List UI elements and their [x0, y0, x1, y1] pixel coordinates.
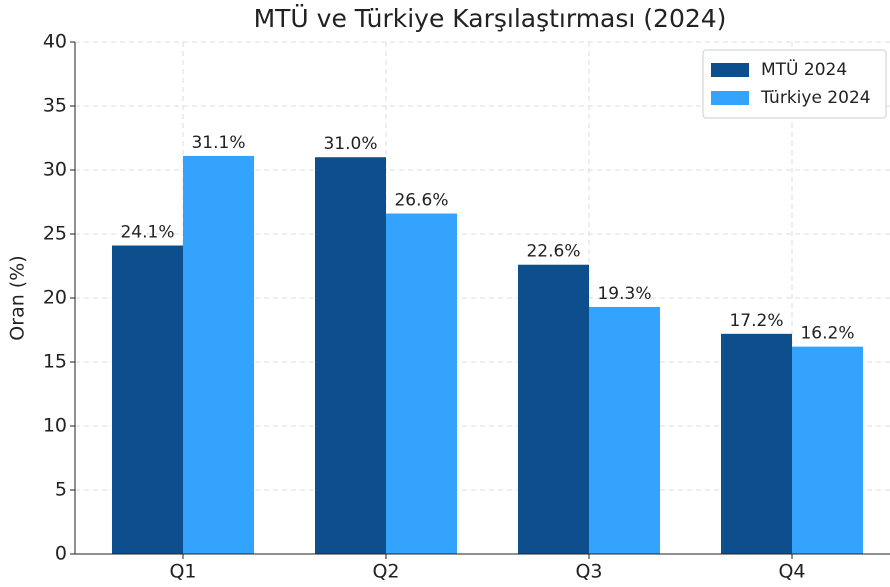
y-tick-label: 10: [43, 415, 67, 437]
bar: [183, 155, 254, 555]
y-axis-label: Oran (%): [7, 255, 29, 340]
bar: [792, 346, 863, 554]
y-tick-label: 30: [43, 159, 67, 181]
bar: [518, 264, 589, 554]
legend-label: MTÜ 2024: [761, 58, 847, 80]
y-tick-label: 20: [43, 287, 67, 309]
legend-swatch: [711, 91, 749, 105]
value-label: 31.1%: [191, 133, 245, 153]
bar: [721, 333, 792, 554]
y-tick-label: 35: [43, 95, 67, 117]
y-tick-label: 0: [55, 543, 67, 565]
value-label: 26.6%: [394, 191, 448, 211]
bar: [589, 306, 660, 554]
chart-title: MTÜ ve Türkiye Karşılaştırması (2024): [254, 4, 727, 33]
x-tick-label: Q2: [372, 561, 399, 583]
y-tick-label: 25: [43, 223, 67, 245]
x-tick-label: Q3: [575, 561, 602, 583]
y-tick-label: 40: [43, 31, 67, 53]
value-label: 24.1%: [120, 223, 174, 243]
y-tick-label: 5: [55, 479, 67, 501]
bar: [315, 157, 386, 554]
bar: [112, 245, 183, 554]
legend-label: Türkiye 2024: [760, 88, 871, 108]
legend-swatch: [711, 63, 749, 77]
x-tick-label: Q4: [778, 561, 805, 583]
value-label: 16.2%: [800, 324, 854, 344]
value-label: 19.3%: [597, 284, 651, 304]
value-label: 17.2%: [729, 311, 783, 331]
value-label: 31.0%: [323, 134, 377, 154]
y-tick-label: 15: [43, 351, 67, 373]
x-tick-label: Q1: [169, 561, 196, 583]
value-label: 22.6%: [526, 242, 580, 262]
legend: MTÜ 2024 Türkiye 2024: [702, 49, 887, 119]
bar: [386, 213, 457, 554]
